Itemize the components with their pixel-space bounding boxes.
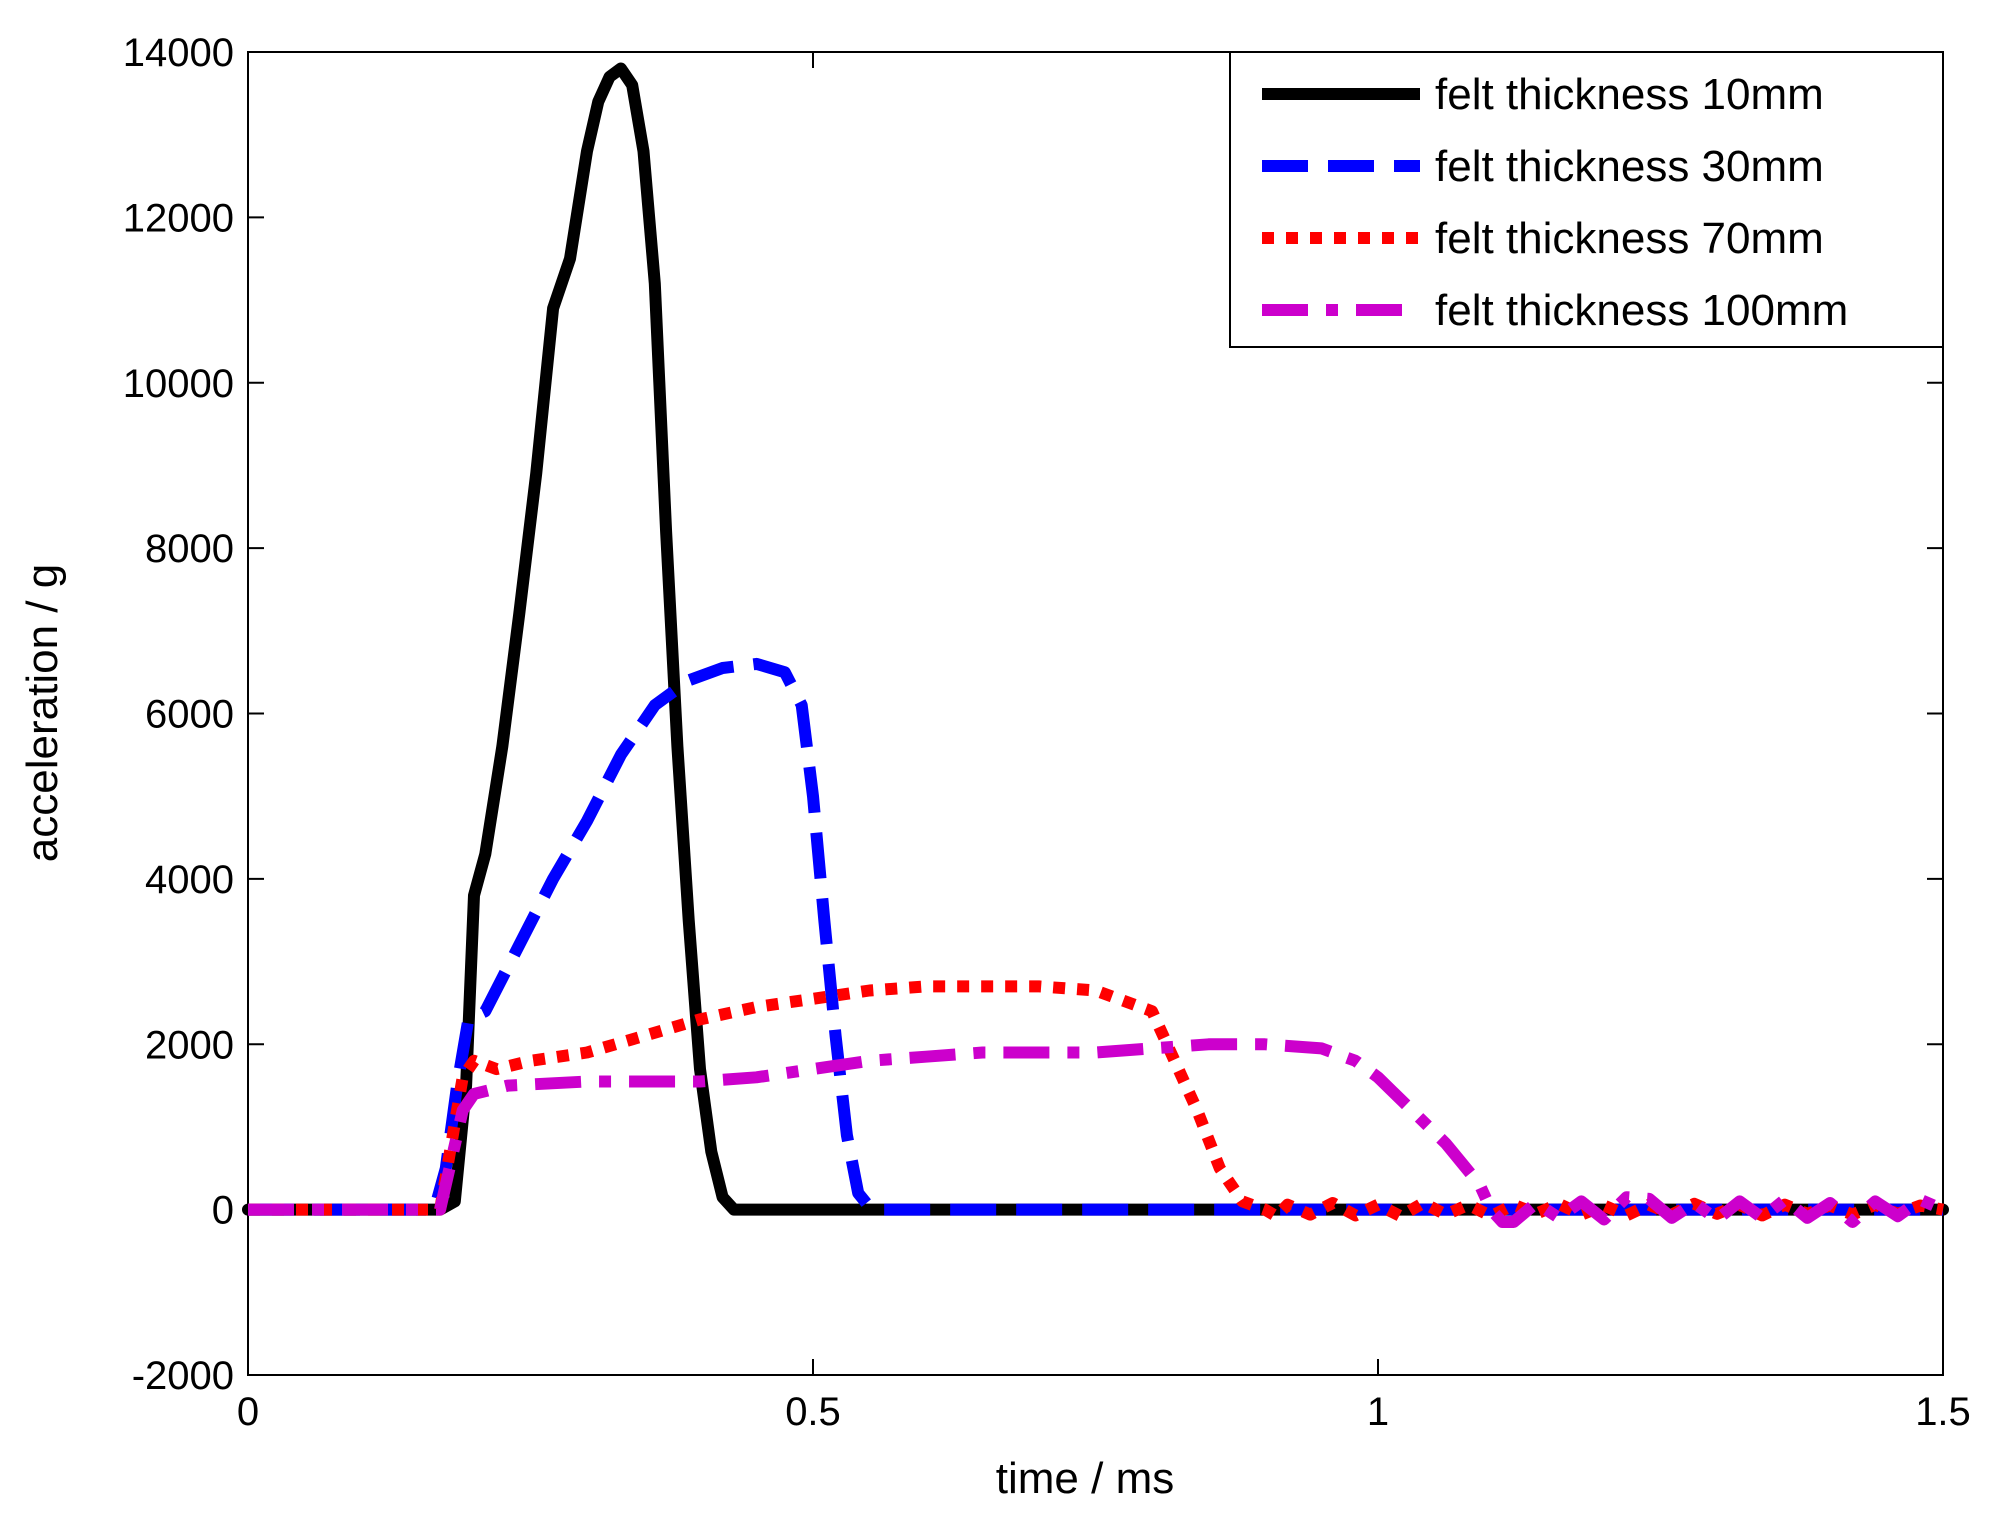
y-tick-label: 2000 [145,1023,234,1067]
y-axis-label: acceleration / g [18,564,67,862]
legend-label-4: felt thickness 100mm [1435,286,1848,335]
y-tick-label: 0 [212,1189,234,1233]
y-tick-label: -2000 [132,1354,234,1398]
x-tick-label: 1 [1367,1390,1389,1434]
series-line-1 [242,62,1949,1216]
y-tick-label: 14000 [123,31,234,75]
x-axis-label: time / ms [996,1454,1174,1503]
legend-box [1229,51,1944,348]
x-tick-label: 0.5 [785,1390,841,1434]
tick-labels: 0 0.5 1 1.5-2000020004000600080001000012000… [123,31,1971,1434]
series-line-4 [248,1038,1946,1228]
series-layer [242,62,1949,1228]
legend-label-3: felt thickness 70mm [1435,214,1824,263]
y-tick-label: 6000 [145,693,234,737]
y-tick-label: 8000 [145,527,234,571]
x-tick-label: 0 [237,1390,259,1434]
legend-label-2: felt thickness 30mm [1435,142,1824,191]
legend-label-1: felt thickness 10mm [1435,70,1824,119]
y-tick-label: 4000 [145,858,234,902]
legend: felt thickness 10mm felt thickness 30mm fe… [1229,51,1944,348]
x-tick-label: 1.5 [1915,1390,1971,1434]
series-line-2 [248,657,1943,1216]
y-tick-label: 10000 [123,362,234,406]
y-tick-label: 12000 [123,196,234,240]
